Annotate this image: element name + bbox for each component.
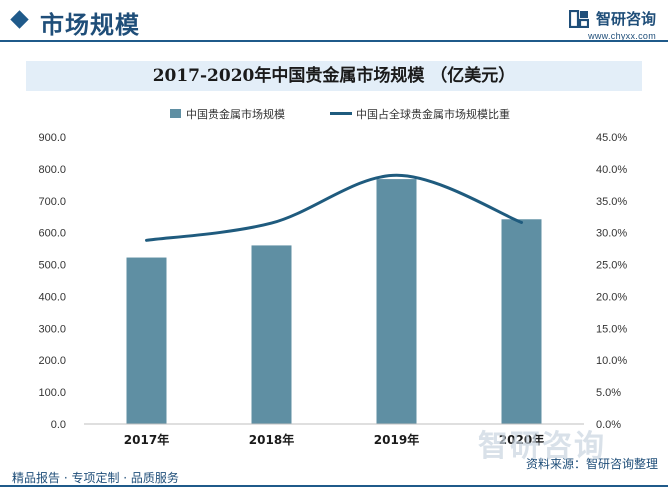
y-tick-label-right: 5.0% [596,387,621,399]
x-tick-label: 2020年 [499,432,544,447]
header-divider [0,40,668,42]
y-tick-label-right: 20.0% [596,291,627,303]
x-tick-label: 2019年 [374,432,419,447]
y-tick-label-left: 0.0 [51,419,66,431]
y-tick-label-left: 100.0 [38,387,66,399]
y-tick-label-left: 400.0 [38,291,66,303]
legend-bar-label: 中国贵金属市场规模 [186,107,285,121]
y-axis-left: 0.0 100.0 200.0 300.0 400.0 500.0 600.0 700.0 80… [38,132,66,431]
watermark: 智研咨询 [478,429,606,464]
y-tick-label-right: 40.0% [596,164,627,176]
brand-name: 智研咨询 [595,10,656,28]
share-line [145,173,523,242]
legend-line-label: 中国占全球贵金属市场规模比重 [356,107,510,121]
header: 市场规模 智研咨询 www.chyxx.com [0,0,668,41]
footer-divider [0,485,668,487]
y-axis-right: 0.0% 5.0% 10.0% 15.0% 20.0% 25.0% 30.0% 35.0% 40… [596,132,627,431]
brand-url: www.chyxx.com [588,31,656,41]
y-tick-label-left: 200.0 [38,355,66,367]
bars [126,179,542,424]
y-tick-label-right: 30.0% [596,228,627,240]
section-title: 市场规模 [40,11,140,39]
x-tick-label: 2017年 [124,432,169,447]
bar-2018年 [251,245,292,424]
y-tick-label-left: 900.0 [38,132,66,144]
chart-title-band: 2017-2020年中国贵金属市场规模 （亿美元） [26,61,642,91]
y-tick-label-right: 45.0% [596,132,627,144]
x-tick-label: 2018年 [249,432,294,447]
legend: 中国贵金属市场规模 中国占全球贵金属市场规模比重 [170,107,510,121]
source-note: 资料来源：智研咨询整理 [525,457,658,471]
y-tick-label-left: 600.0 [38,228,66,240]
y-tick-label-right: 10.0% [596,355,627,367]
y-tick-label-left: 300.0 [38,323,66,335]
legend-bar-swatch [170,109,181,118]
y-tick-label-left: 700.0 [38,196,66,208]
y-tick-label-right: 25.0% [596,260,627,272]
bar-2019年 [376,179,417,424]
bar-2020年 [501,219,542,424]
y-tick-label-left: 800.0 [38,164,66,176]
y-tick-label-left: 500.0 [38,260,66,272]
x-axis-labels: 2017年 2018年 2019年 2020年 [124,432,544,447]
footer-tagline: 精品报告 · 专项定制 · 品质服务 [12,471,179,485]
y-tick-label-right: 35.0% [596,196,627,208]
y-tick-label-right: 0.0% [596,419,621,431]
chart-title: 2017-2020年中国贵金属市场规模 （亿美元） [152,66,516,86]
brand-logo-icon [568,9,589,28]
bar-2017年 [126,257,167,424]
brand: 智研咨询 www.chyxx.com [568,8,656,41]
y-tick-label-right: 15.0% [596,323,627,335]
